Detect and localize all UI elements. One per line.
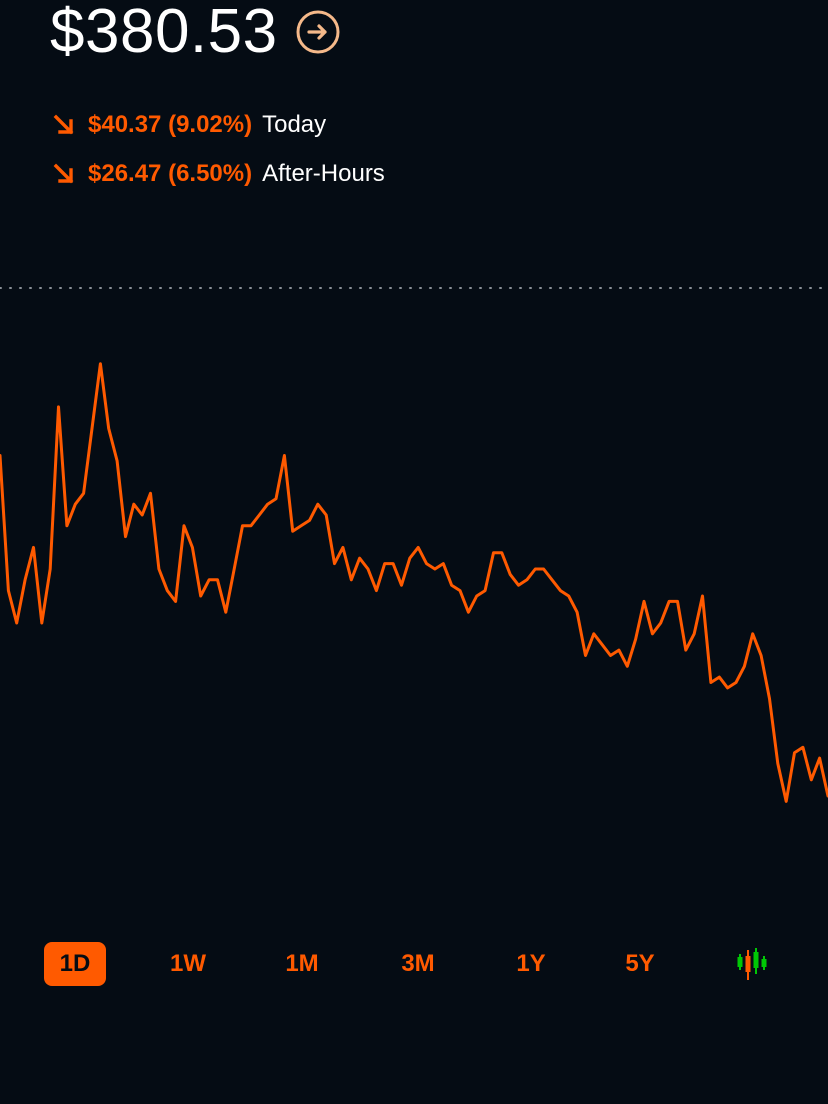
price-line: [0, 362, 828, 803]
tab-1d[interactable]: 1D: [44, 942, 106, 986]
current-price: $380.53: [50, 0, 278, 66]
tab-1y[interactable]: 1Y: [516, 950, 546, 977]
arrow-right-circle-icon[interactable]: [296, 10, 340, 54]
range-selector: 1D 1W 1M 3M 1Y 5Y: [0, 940, 828, 988]
tab-1w[interactable]: 1W: [170, 950, 206, 977]
tab-5y[interactable]: 5Y: [625, 950, 655, 977]
today-change-label: Today: [262, 111, 327, 138]
tab-3m[interactable]: 3M: [401, 950, 435, 977]
after-hours-change-row: $26.47 (6.50%) After-Hours: [52, 158, 385, 190]
price-chart[interactable]: [0, 270, 828, 890]
after-hours-change-label: After-Hours: [262, 160, 385, 187]
price-header: $380.53: [50, 0, 340, 68]
arrow-down-right-icon: [53, 114, 74, 135]
today-change-value: $40.37 (9.02%): [88, 111, 253, 138]
price-chart-svg[interactable]: [0, 270, 828, 890]
today-change-row: $40.37 (9.02%) Today: [52, 109, 326, 141]
tab-1m[interactable]: 1M: [285, 950, 319, 977]
after-hours-change-value: $26.47 (6.50%): [88, 160, 253, 187]
candlestick-icon[interactable]: [735, 944, 769, 984]
arrow-down-right-icon: [53, 163, 74, 184]
